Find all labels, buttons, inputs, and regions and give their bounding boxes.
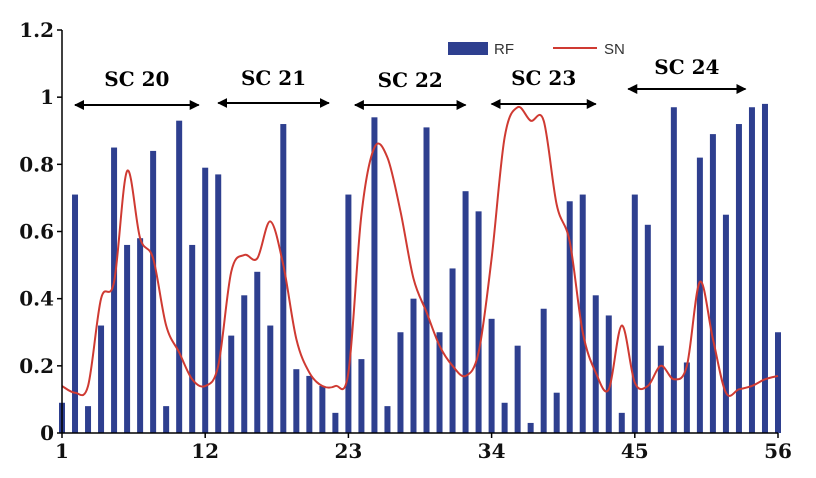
rf-bar — [150, 150, 157, 433]
y-tick-label: 0.6 — [19, 220, 54, 244]
y-tick-label: 1.2 — [19, 18, 54, 42]
cycle-label: SC 20 — [104, 67, 169, 91]
rf-bar — [371, 117, 378, 434]
x-tick-label: 23 — [334, 439, 362, 463]
rf-bar — [410, 298, 417, 433]
legend-swatch-rf — [448, 42, 488, 55]
rf-bar — [501, 402, 508, 433]
sn-line — [61, 105, 779, 397]
legend: RF SN — [448, 41, 625, 58]
legend-label-rf: RF — [494, 41, 514, 58]
x-tick-label: 34 — [478, 439, 506, 463]
rf-bar — [189, 244, 196, 433]
rf-bar — [670, 107, 677, 433]
rf-bar — [657, 345, 664, 433]
rf-bars — [59, 103, 781, 434]
rf-bar — [540, 308, 547, 433]
rf-bar — [631, 194, 638, 433]
rf-bar — [475, 211, 482, 433]
rf-bar — [579, 194, 586, 433]
sn-line-group — [61, 105, 779, 397]
rf-bar — [553, 392, 560, 433]
rf-bar — [332, 412, 339, 433]
rf-bar — [775, 332, 781, 433]
cycle-label: SC 22 — [378, 68, 443, 92]
rf-bar — [605, 315, 612, 433]
solar-cycle-annotations: SC 20 SC 21 SC 22 SC 23 SC 24 — [74, 55, 747, 110]
rf-bar — [267, 325, 274, 433]
y-tick-label: 0.2 — [19, 354, 54, 378]
rf-bar — [449, 268, 456, 433]
rf-bar — [423, 127, 430, 434]
rf-bar — [163, 406, 170, 433]
rf-bar — [722, 214, 729, 433]
rf-bar — [228, 335, 235, 433]
x-tick-label: 45 — [621, 439, 649, 463]
rf-bar — [566, 201, 573, 433]
rf-bar — [527, 422, 534, 433]
y-tick-label: 1 — [40, 85, 54, 109]
rf-bar — [85, 406, 92, 433]
x-tick-label: 56 — [764, 439, 792, 463]
rf-bar — [709, 134, 716, 433]
rf-bar — [397, 332, 404, 433]
cycle-label: SC 21 — [241, 66, 306, 90]
rf-bar — [462, 191, 469, 433]
rf-bar — [748, 107, 755, 433]
rf-bar — [124, 244, 131, 433]
rf-bar — [514, 345, 521, 433]
rf-bar — [137, 238, 144, 433]
rf-bar — [293, 369, 300, 433]
rf-bar — [72, 194, 79, 433]
rf-bar — [592, 295, 599, 433]
y-tick-label: 0 — [40, 421, 54, 445]
rf-bar — [254, 271, 261, 433]
legend-label-sn: SN — [604, 41, 625, 58]
rf-bar — [488, 318, 495, 433]
rf-bar — [644, 224, 651, 433]
rf-bar — [683, 362, 690, 433]
rf-bar — [384, 406, 391, 433]
rf-bar — [280, 124, 287, 434]
rf-bar — [111, 147, 118, 433]
x-tick-label: 12 — [191, 439, 219, 463]
cycle-label: SC 23 — [511, 66, 576, 90]
rf-bar — [345, 194, 352, 433]
x-tick-label: 1 — [55, 439, 69, 463]
rf-bar — [761, 103, 768, 433]
rf-bar — [735, 124, 742, 434]
rf-bar — [241, 295, 248, 433]
rf-bar — [696, 157, 703, 433]
rf-bar — [215, 174, 222, 434]
rf-bar — [98, 325, 105, 433]
rf-bar — [618, 412, 625, 433]
y-tick-label: 0.8 — [19, 152, 54, 176]
rf-bar — [358, 359, 365, 433]
cycle-label: SC 24 — [654, 55, 719, 79]
axes: 0 0.2 0.4 0.6 0.8 1 1.2 1 12 23 34 45 56 — [19, 18, 792, 463]
rf-bar — [202, 167, 209, 434]
rf-bar — [176, 120, 183, 434]
y-tick-label: 0.4 — [19, 287, 54, 311]
rf-bar — [436, 332, 443, 433]
rf-bar — [306, 375, 313, 433]
rf-bar — [319, 385, 326, 433]
